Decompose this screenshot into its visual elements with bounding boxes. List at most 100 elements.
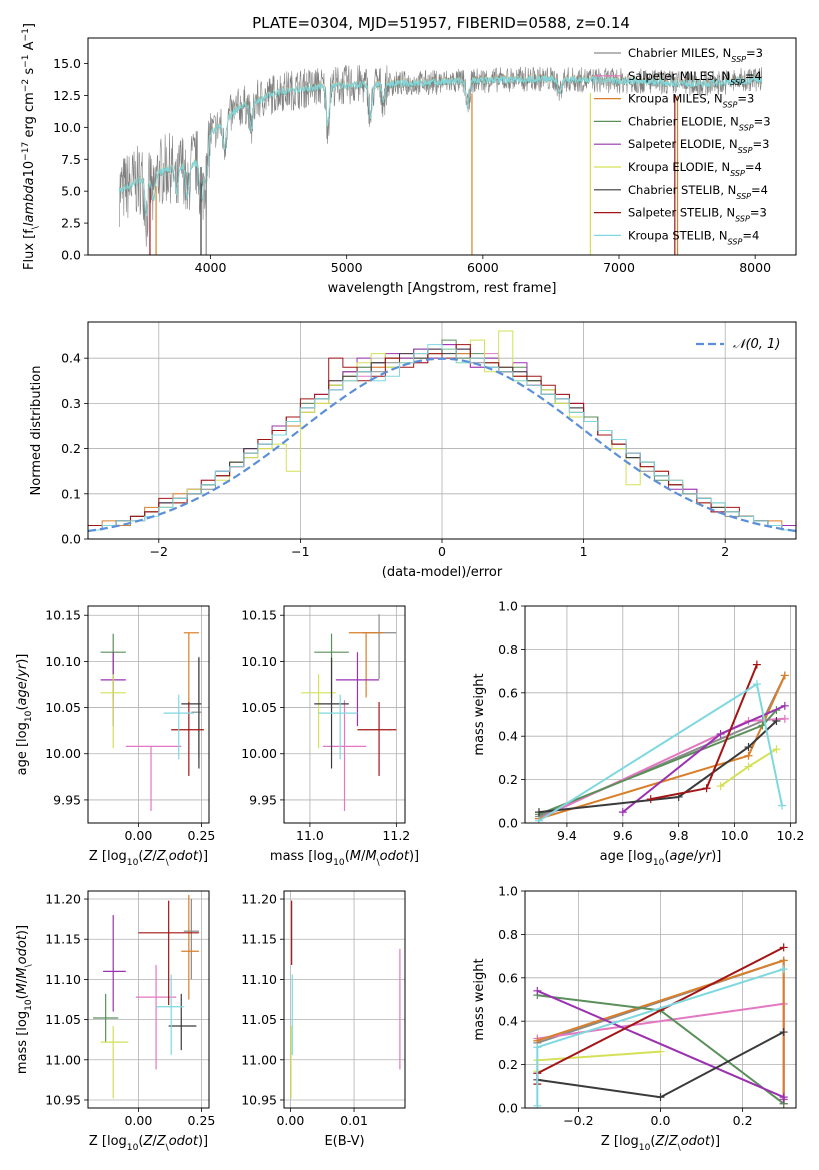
x-tick-label: 10.2 bbox=[776, 828, 804, 843]
label-span: ] bbox=[22, 23, 37, 28]
weight-vs-metallicity-panel: −0.2 0.0 0.20.00.20.40.60.81.0Z [log10(Z/Z… bbox=[472, 884, 797, 1153]
axes-frame bbox=[524, 890, 797, 1109]
label-span: \ bbox=[31, 225, 41, 229]
x-tick-label: 11.0 bbox=[296, 828, 324, 843]
label-span: Z bbox=[156, 849, 167, 864]
label-span: −1 bbox=[21, 54, 31, 67]
label-span: \ bbox=[377, 858, 381, 868]
plot-area bbox=[533, 943, 788, 1108]
label-span: odot bbox=[681, 1134, 711, 1149]
axes-frame bbox=[87, 890, 210, 1109]
x-axis-label: (data-model)/error bbox=[382, 565, 503, 580]
weight-marker-e_salp bbox=[780, 701, 789, 710]
x-axis-label: age [log10(age/yr)] bbox=[600, 849, 722, 868]
ticks: 4000 5000 6000 7000 8000 0.0 2.5 5.0 7.5 10.0 12.5… bbox=[53, 56, 771, 275]
y-tick-label: 2.5 bbox=[61, 216, 81, 231]
axes-frame bbox=[524, 605, 797, 824]
label-span: Z bbox=[142, 1134, 153, 1149]
label-span: age [log bbox=[15, 722, 30, 775]
legend-sub: SSP bbox=[735, 214, 750, 223]
weight-marker-s_salp bbox=[752, 660, 761, 669]
weight-marker-m_krou bbox=[780, 671, 789, 680]
y-axis-label: mass [log10(M/M\odot)] bbox=[15, 925, 34, 1074]
legend-text: Kroupa STELIB, N bbox=[628, 228, 728, 242]
y-tick-label: 0.8 bbox=[498, 642, 518, 657]
y-tick-label: 10.05 bbox=[45, 700, 81, 715]
legend-label: Kroupa ELODIE, NSSP=4 bbox=[628, 160, 762, 178]
ticks: 0.00 0.25 10.95 11.00 11.05 11.10 11.15 11.20 bbox=[45, 892, 215, 1128]
y-tick-label: 11.00 bbox=[45, 1052, 81, 1067]
legend-label: Chabrier STELIB, NSSP=4 bbox=[628, 183, 768, 201]
y-tick-label: 0.2 bbox=[61, 441, 81, 456]
label-span: \ bbox=[166, 858, 170, 868]
weight-marker-s_chab bbox=[656, 1093, 665, 1102]
y-tick-label: 10.00 bbox=[45, 746, 81, 761]
label-span: / bbox=[152, 849, 157, 864]
legend-label: Kroupa STELIB, NSSP=4 bbox=[628, 228, 759, 246]
legend-suffix: =4 bbox=[742, 228, 759, 242]
y-tick-label: 10.0 bbox=[53, 120, 81, 135]
label-span: M bbox=[350, 849, 361, 864]
label-span: yr bbox=[697, 849, 713, 864]
y-tick-label: 11.15 bbox=[45, 932, 81, 947]
label-span: )] bbox=[15, 654, 30, 664]
label-span: mass weight bbox=[472, 958, 487, 1040]
label-span: Z [log bbox=[89, 849, 127, 864]
label-span: \ bbox=[166, 1143, 170, 1153]
grid bbox=[284, 891, 405, 1108]
legend-label: Kroupa MILES, NSSP=3 bbox=[628, 92, 754, 110]
label-span: age bbox=[15, 681, 30, 705]
x-tick-label: −1 bbox=[291, 544, 309, 559]
y-tick-label: 10.10 bbox=[45, 654, 81, 669]
weight-marker-m_salp bbox=[780, 714, 789, 723]
y-tick-label: 10.95 bbox=[241, 1092, 277, 1107]
label-span: / bbox=[152, 1134, 157, 1149]
weight-marker-e_salp bbox=[533, 986, 542, 995]
x-tick-label: 0.00 bbox=[124, 1113, 152, 1128]
y-axis-label: mass weight bbox=[472, 673, 487, 755]
plot-area bbox=[301, 614, 397, 811]
y-tick-label: 7.5 bbox=[61, 152, 81, 167]
mass-vs-ebv-panel: 0.00 0.01 10.95 11.00 11.05 11.10 11.15 11.20 E(… bbox=[241, 890, 406, 1149]
figure-title: PLATE=0304, MJD=51957, FIBERID=0588, z=0… bbox=[252, 14, 630, 32]
y-axis-label: mass weight bbox=[472, 958, 487, 1040]
legend-label: Salpeter ELODIE, NSSP=3 bbox=[628, 137, 769, 155]
y-tick-label: 15.0 bbox=[53, 56, 81, 71]
y-tick-label: 0.2 bbox=[498, 772, 518, 787]
legend-suffix: =4 bbox=[745, 69, 762, 83]
x-axis-label: Z [log10(Z/Z\odot)] bbox=[89, 849, 208, 868]
grid bbox=[525, 605, 796, 824]
weight-marker-s_salp bbox=[702, 784, 711, 793]
legend-label-gauss: 𝒩(0, 1) bbox=[733, 337, 780, 352]
legend-suffix: =3 bbox=[737, 92, 754, 106]
y-tick-label: 9.95 bbox=[249, 792, 277, 807]
x-axis-label: wavelength [Angstrom, rest frame] bbox=[328, 281, 557, 296]
x-tick-label: 11.2 bbox=[382, 828, 410, 843]
weight-marker-s_krou bbox=[534, 816, 543, 823]
legend-sub: SSP bbox=[730, 169, 745, 178]
ticks: 11.0 11.2 9.95 10.00 10.05 10.10 10.15 bbox=[241, 608, 410, 843]
ticks: 0.00 0.25 9.95 10.00 10.05 10.10 10.15 bbox=[45, 608, 215, 843]
axes-frame bbox=[87, 37, 797, 256]
label-span: age [log bbox=[600, 849, 653, 864]
y-tick-label: 0.3 bbox=[61, 396, 81, 411]
weight-marker-s_chab bbox=[534, 808, 543, 817]
label-span: A bbox=[22, 41, 37, 54]
y-tick-label: 0.4 bbox=[498, 729, 518, 744]
label-span: Z bbox=[668, 1134, 679, 1149]
label-span: ( bbox=[15, 705, 30, 710]
label-span: mass [log bbox=[270, 849, 333, 864]
residuals-panel: −2 −1 0 1 2 0.0 0.1 0.2 0.3 0.4 (data-model)/error… bbox=[29, 321, 797, 580]
weight-marker-e_salp bbox=[779, 1095, 788, 1104]
legend-sub: SSP bbox=[728, 237, 743, 246]
y-tick-label: 1.0 bbox=[498, 599, 518, 614]
weight-marker-s_chab bbox=[744, 743, 753, 752]
label-span: (data-model)/error bbox=[382, 565, 503, 580]
label-span: ( bbox=[664, 849, 669, 864]
legend-text: Chabrier ELODIE, N bbox=[628, 114, 739, 128]
y-axis-label: age [log10(age/yr)] bbox=[15, 654, 34, 776]
label-span: 10 bbox=[639, 1143, 651, 1153]
x-axis-label: mass [log10(M/M\odot)] bbox=[270, 849, 419, 868]
label-span: Z [log bbox=[89, 1134, 127, 1149]
age-vs-mass-panel: 11.0 11.2 9.95 10.00 10.05 10.10 10.15 mass [lo… bbox=[241, 605, 419, 868]
